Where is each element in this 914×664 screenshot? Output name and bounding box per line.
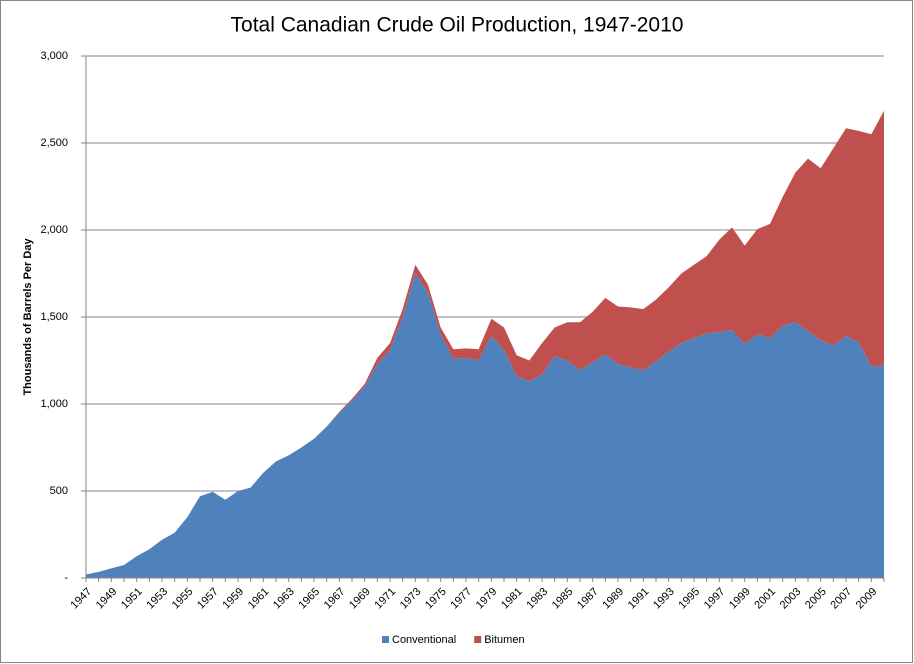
chart-title: Total Canadian Crude Oil Production, 194… <box>231 14 684 37</box>
y-tick-label: 2,000 <box>40 224 68 236</box>
area <box>86 110 884 575</box>
area <box>86 273 884 578</box>
y-tick-label: 3,000 <box>40 50 68 62</box>
legend-label: Bitumen <box>484 634 524 646</box>
y-tick-label: - <box>64 572 68 584</box>
y-tick-label: 500 <box>50 485 68 497</box>
legend-swatch <box>382 636 389 643</box>
legend-label: Conventional <box>392 634 456 646</box>
y-tick-label: 2,500 <box>40 137 68 149</box>
y-tick-label: 1,500 <box>40 311 68 323</box>
y-axis-title: Thousands of Barrels Per Day <box>22 238 34 396</box>
legend-swatch <box>474 636 482 643</box>
y-tick-label: 1,000 <box>40 398 68 410</box>
